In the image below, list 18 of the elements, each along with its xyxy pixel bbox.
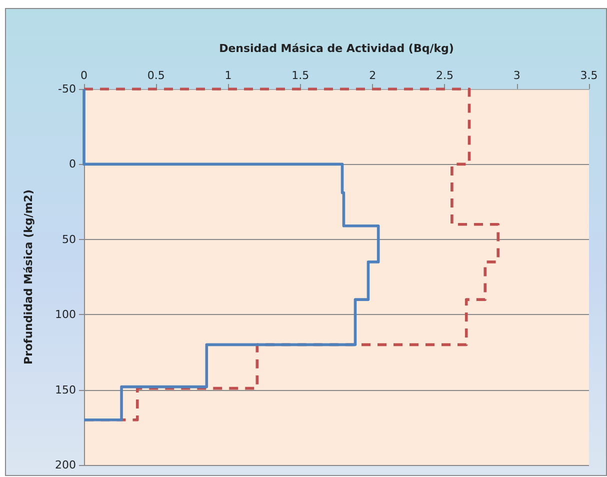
y-tick-label: -50 [58,82,76,96]
x-tick-label: 0.5 [147,69,165,82]
x-tick-label: 3 [513,69,520,82]
y-tick-label: 50 [62,232,76,246]
y-tick-label: 0 [69,158,76,171]
y-tick-label: 200 [55,458,76,472]
x-tick-label: 1 [224,69,232,82]
x-tick-label: 2 [369,69,376,82]
x-axis-title: Densidad Másica de Actividad (Bq/kg) [219,42,454,55]
line-series [82,88,500,422]
y-axis-title: Profundidad Másica (kg/m2) [22,190,35,364]
line-series [82,88,380,422]
y-tick-label: 150 [55,383,76,396]
x-tick-label: 2.5 [436,69,454,82]
x-tick-label: 3.5 [580,69,598,82]
x-tick-label: 0 [80,69,88,82]
x-tick-label: 1.5 [292,69,310,82]
y-tick-label: 100 [55,308,76,322]
